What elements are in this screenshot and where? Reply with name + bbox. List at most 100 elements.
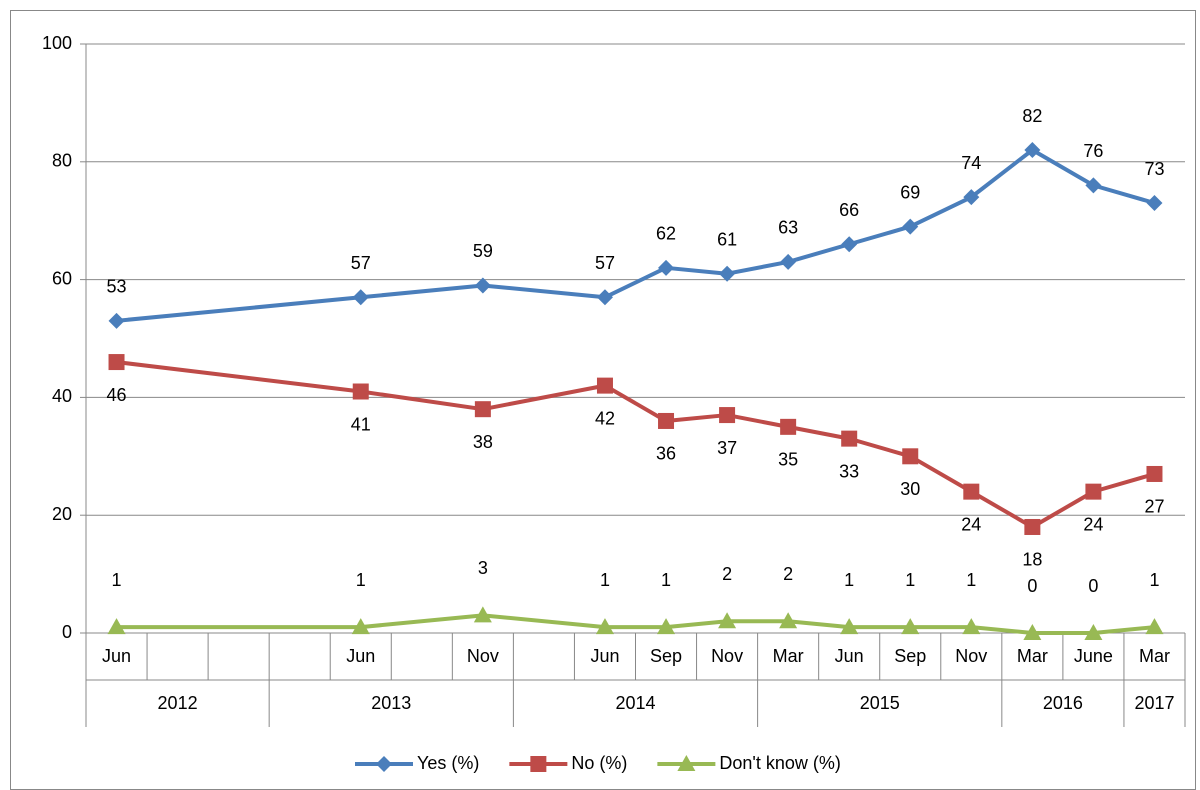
marker [719,265,736,282]
data-label: 53 [107,277,127,297]
data-label: 59 [473,241,493,261]
x-tick-label: Jun [102,646,131,666]
marker [376,756,392,772]
x-tick-label: Nov [955,646,987,666]
marker [963,483,980,500]
marker [1145,618,1164,635]
marker [677,755,696,771]
y-tick-label: 0 [62,622,72,642]
data-label: 62 [656,224,676,244]
data-label: 37 [717,438,737,458]
year-label: 2017 [1134,693,1174,713]
y-tick-label: 60 [52,268,72,288]
y-tick-label: 20 [52,504,72,524]
x-tick-label: June [1074,646,1113,666]
data-label: 42 [595,408,615,428]
year-label: 2016 [1043,693,1083,713]
marker [1085,483,1102,500]
marker [595,618,614,635]
data-label: 0 [1027,576,1037,596]
data-label: 30 [900,479,920,499]
data-label: 74 [961,153,981,173]
data-label: 61 [717,229,737,249]
data-label: 3 [478,558,488,578]
marker [780,253,797,270]
data-label: 18 [1022,550,1042,570]
year-label: 2013 [371,693,411,713]
marker [1084,624,1103,640]
marker [718,612,737,629]
legend-label: Don't know (%) [719,753,840,773]
data-label: 1 [1149,570,1159,590]
data-label: 33 [839,461,859,481]
data-label: 63 [778,218,798,238]
data-label: 1 [112,570,122,590]
data-label: 41 [351,414,371,434]
data-label: 1 [356,570,366,590]
x-tick-label: Sep [894,646,926,666]
data-label: 24 [1083,514,1103,534]
marker [108,312,125,329]
x-tick-label: Mar [1139,646,1170,666]
marker [474,277,491,294]
data-label: 57 [595,253,615,273]
marker [658,259,675,276]
data-label: 24 [961,514,981,534]
x-tick-label: Sep [650,646,682,666]
data-label: 46 [107,385,127,405]
marker [658,412,675,429]
data-label: 66 [839,200,859,220]
marker [902,218,919,235]
marker [963,189,980,206]
x-tick-label: Nov [711,646,743,666]
data-label: 2 [722,564,732,584]
year-label: 2015 [860,693,900,713]
marker [840,618,859,635]
marker [657,618,676,635]
marker [719,407,736,424]
data-label: 1 [600,570,610,590]
year-label: 2014 [615,693,655,713]
data-label: 1 [966,570,976,590]
x-tick-label: Mar [773,646,804,666]
data-label: 38 [473,432,493,452]
data-label: 2 [783,564,793,584]
marker [107,618,126,635]
marker [473,606,492,623]
marker [1023,624,1042,640]
y-tick-label: 80 [52,151,72,171]
marker [596,377,613,394]
marker [351,618,370,635]
marker [1024,142,1041,159]
marker [352,289,369,306]
y-tick-label: 100 [42,33,72,53]
data-label: 82 [1022,106,1042,126]
data-label: 76 [1083,141,1103,161]
x-tick-label: Jun [835,646,864,666]
data-label: 0 [1088,576,1098,596]
legend-label: Yes (%) [417,753,479,773]
marker [779,612,798,629]
marker [1146,465,1163,482]
data-label: 1 [661,570,671,590]
data-label: 27 [1144,497,1164,517]
x-tick-label: Mar [1017,646,1048,666]
data-label: 1 [905,570,915,590]
x-tick-label: Nov [467,646,499,666]
data-label: 36 [656,444,676,464]
marker [841,236,858,253]
x-tick-label: Jun [590,646,619,666]
legend-label: No (%) [571,753,627,773]
marker [352,383,369,400]
marker [962,618,981,635]
marker [1024,518,1041,535]
data-label: 57 [351,253,371,273]
marker [841,430,858,447]
data-label: 1 [844,570,854,590]
data-label: 69 [900,182,920,202]
marker [1146,195,1163,212]
marker [780,418,797,435]
data-label: 35 [778,450,798,470]
year-label: 2012 [158,693,198,713]
x-tick-label: Jun [346,646,375,666]
